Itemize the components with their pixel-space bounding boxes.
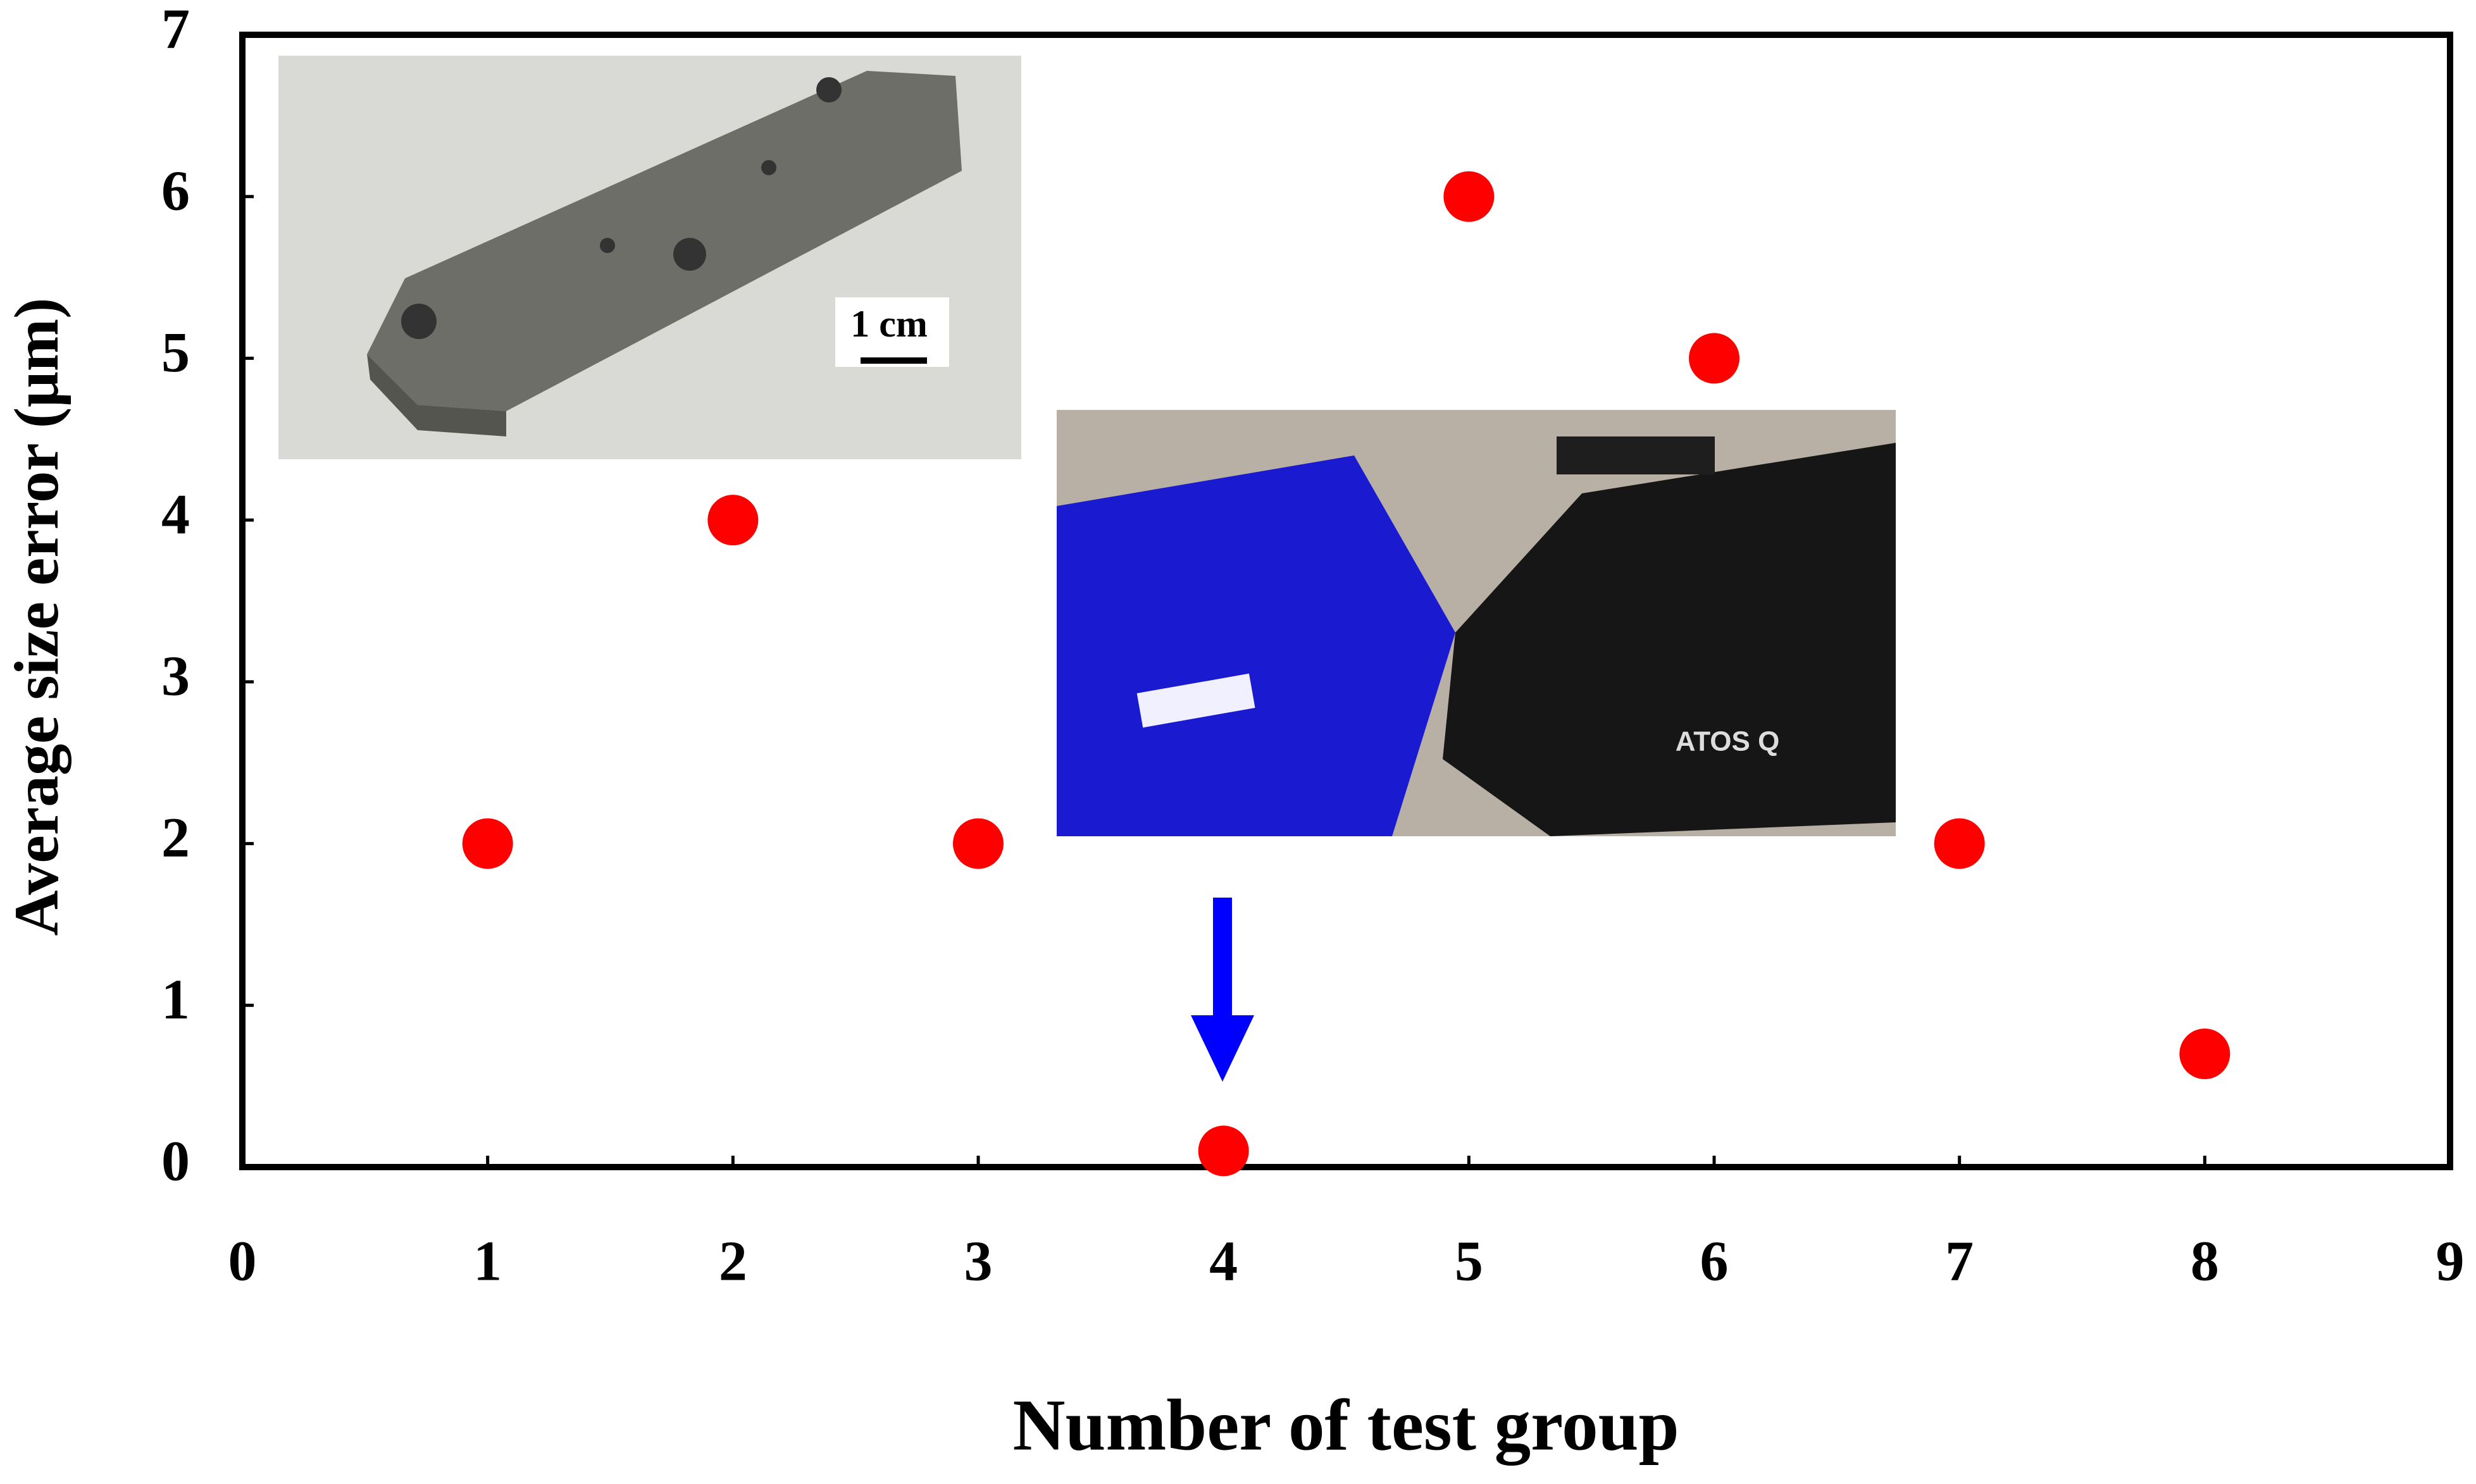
y-tick-label: 4 (161, 483, 190, 546)
photo-hole (673, 238, 706, 271)
photo-hole (401, 304, 437, 339)
photo-scanner (1443, 443, 1896, 836)
x-tick-label: 5 (1455, 1230, 1483, 1293)
x-tick-label: 3 (964, 1230, 993, 1293)
photo-label: ATOS Q (1676, 726, 1780, 757)
inset-photo-part: 1 cm (278, 56, 1021, 459)
y-tick-label: 0 (161, 1130, 190, 1193)
photo-part (367, 71, 962, 411)
x-tick-label: 4 (1209, 1230, 1238, 1293)
x-axis-title: Number of test group (1012, 1385, 1679, 1465)
scale-label: 1 cm (850, 303, 928, 345)
photo-blue-light (1057, 455, 1455, 836)
scale-bar-box (835, 297, 949, 367)
data-point (1198, 1125, 1249, 1177)
y-tick-label: 7 (161, 0, 190, 61)
photo-handle (1557, 436, 1715, 474)
arrow-head (1191, 1015, 1254, 1082)
arrow (1191, 898, 1254, 1082)
data-point (707, 495, 759, 546)
y-tick-label: 6 (161, 159, 190, 222)
y-tick-label: 1 (161, 968, 190, 1031)
data-point (462, 818, 513, 869)
y-tick-label: 5 (161, 321, 190, 384)
arrow-shaft (1213, 898, 1232, 1018)
data-point (1934, 818, 1985, 869)
photo-hole (761, 160, 776, 175)
photo-part-edge (367, 354, 506, 436)
data-point (953, 818, 1004, 869)
photo-hole (600, 238, 615, 253)
data-point (1689, 333, 1739, 384)
x-tick-label: 6 (1700, 1230, 1729, 1293)
x-tick-label: 9 (2436, 1230, 2465, 1293)
inset-photo-scanner: ATOS Q (1057, 410, 1896, 836)
y-tick-label: 3 (161, 645, 190, 708)
data-point (1443, 171, 1495, 222)
x-tick-label: 1 (473, 1230, 502, 1293)
x-tick-label: 8 (2191, 1230, 2219, 1293)
data-point (2179, 1029, 2230, 1079)
y-tick-label: 2 (161, 807, 190, 869)
x-tick-label: 7 (1945, 1230, 1974, 1293)
x-tick-label: 0 (228, 1230, 257, 1293)
x-tick-label: 2 (719, 1230, 747, 1293)
y-axis-title: Average size error (μm) (1, 298, 72, 936)
photo-part (1136, 673, 1255, 728)
plot-frame (239, 32, 2453, 1170)
photo-hole (816, 77, 842, 102)
